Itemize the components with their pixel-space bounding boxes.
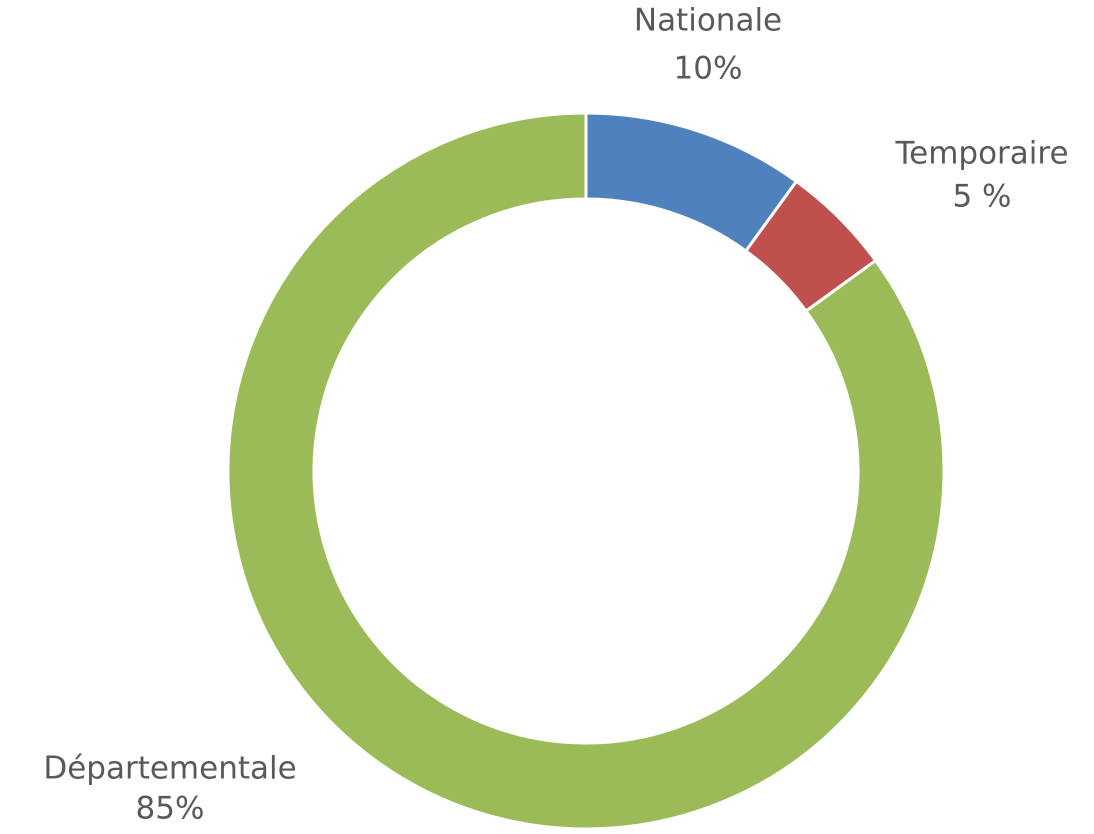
slice-label: Nationale (634, 3, 782, 39)
donut-slice (226, 111, 946, 831)
slice-label: Départementale (43, 751, 296, 787)
slice-value-label: 85% (136, 791, 205, 827)
slice-value-label: 5 % (952, 179, 1011, 215)
slice-value-label: 10% (674, 51, 743, 87)
slice-label: Temporaire (894, 136, 1068, 172)
